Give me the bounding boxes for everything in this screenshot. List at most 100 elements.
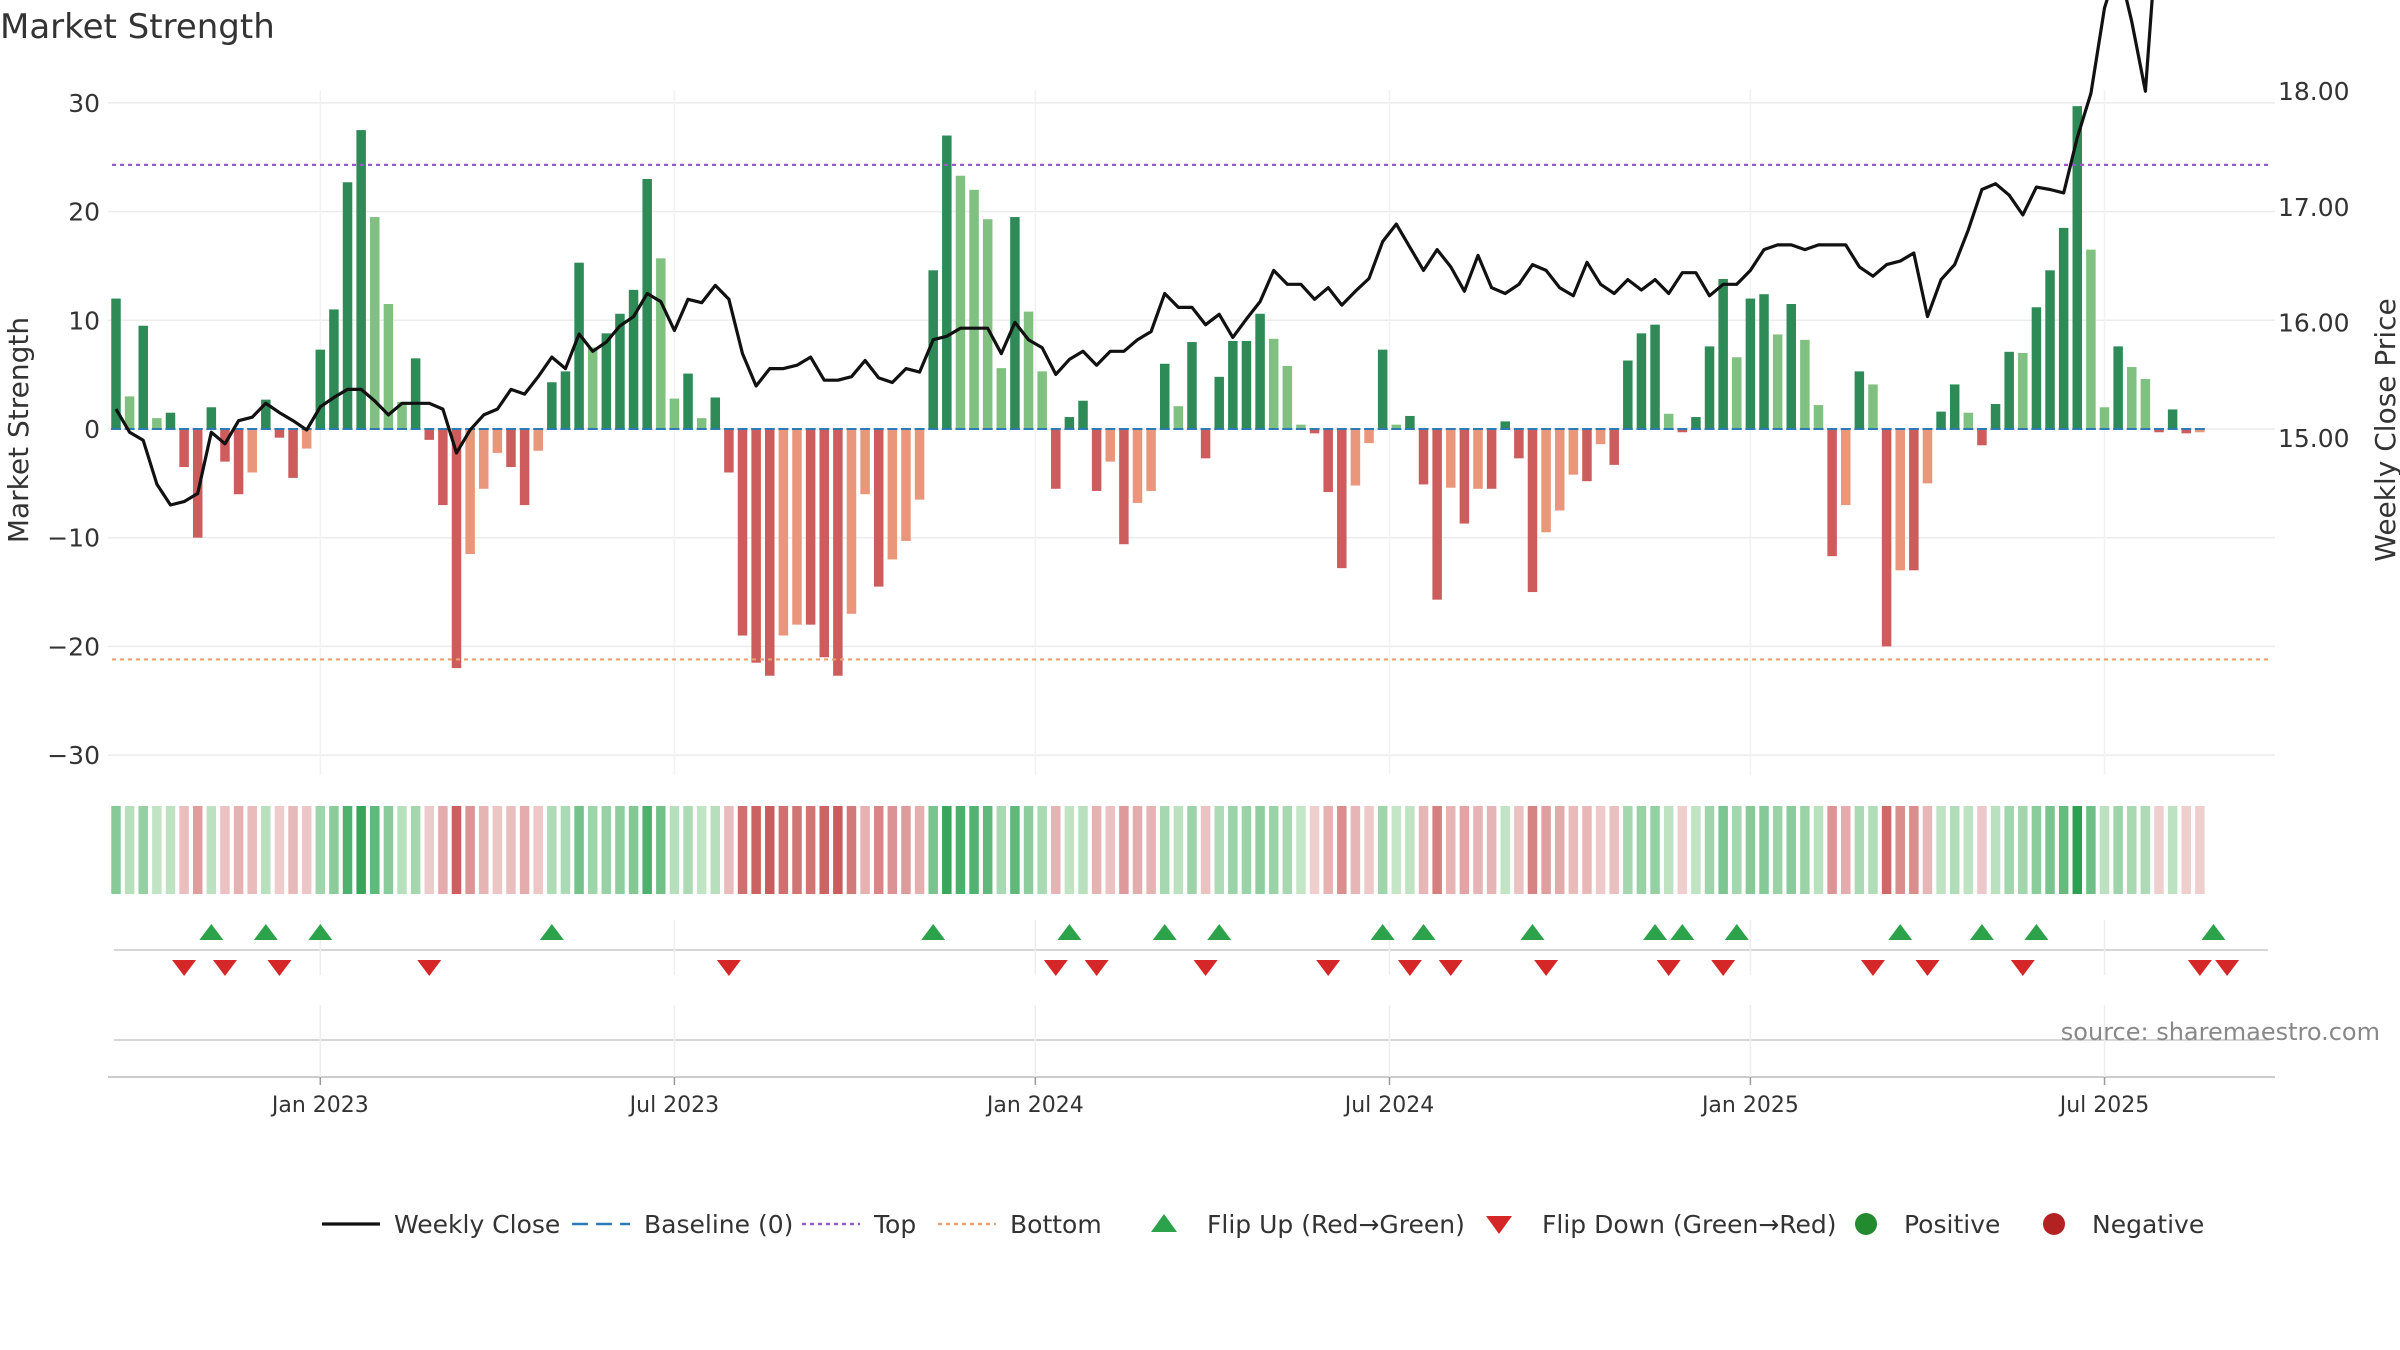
- strength-bar: [383, 303, 394, 429]
- flip-down-marker: [1316, 960, 1341, 976]
- strength-bar: [1541, 429, 1551, 533]
- strength-bar: [1105, 429, 1116, 462]
- strength-bar: [1023, 311, 1034, 429]
- heat-cell: [1745, 806, 1756, 894]
- strength-bar: [410, 358, 421, 429]
- legend-label: Baseline (0): [644, 1210, 793, 1239]
- strength-bar: [1827, 429, 1837, 557]
- heat-cell: [1364, 806, 1374, 894]
- left-tick-label: 20: [68, 198, 100, 227]
- heat-cell: [1732, 806, 1742, 894]
- heat-cell: [1051, 806, 1061, 894]
- strength-bar: [1241, 340, 1252, 429]
- heat-cell: [233, 806, 244, 894]
- flip-up-marker: [199, 924, 224, 940]
- strength-bar: [342, 182, 353, 429]
- heat-cell: [1868, 806, 1878, 894]
- legend-label: Flip Down (Green→Red): [1542, 1210, 1837, 1239]
- heat-cell: [2140, 806, 2151, 894]
- heat-cell: [792, 806, 802, 894]
- strength-bar: [1677, 429, 1688, 433]
- strength-bar: [765, 429, 775, 676]
- heat-cell: [574, 806, 584, 894]
- heat-cell: [1200, 806, 1211, 894]
- strength-bar: [1623, 360, 1633, 429]
- left-y-axis: 30 20 10 0 −10 −20 −30: [47, 89, 100, 770]
- strength-bar: [138, 325, 148, 429]
- heat-cell: [1827, 806, 1837, 894]
- strength-bar: [1772, 334, 1783, 429]
- left-tick-label: 10: [68, 306, 100, 335]
- weekly-close-line: [114, 0, 2154, 507]
- flip-down-marker: [1084, 960, 1109, 976]
- heat-cell: [1527, 806, 1538, 894]
- flip-down-marker: [1656, 960, 1681, 976]
- heat-cell: [1500, 806, 1510, 894]
- heat-cell: [669, 806, 680, 894]
- strength-bar: [1296, 424, 1306, 429]
- heat-cell: [1459, 806, 1470, 894]
- strength-bar: [982, 219, 993, 429]
- strength-bar: [2072, 106, 2083, 429]
- strength-bar: [696, 418, 707, 429]
- flip-down-marker: [716, 960, 741, 976]
- flip-up-marker: [1724, 924, 1749, 940]
- flip-up-marker: [1520, 924, 1545, 940]
- strength-bar: [628, 289, 639, 429]
- heat-cell: [1541, 806, 1551, 894]
- flip-up-marker: [539, 924, 564, 940]
- heat-cell: [2154, 806, 2164, 894]
- strength-bar: [2058, 227, 2069, 429]
- strength-bar: [1704, 346, 1715, 429]
- strength-bar: [914, 429, 925, 500]
- heat-cell: [1854, 806, 1865, 894]
- legend-item: Weekly Close: [322, 1210, 560, 1239]
- strength-bar: [1786, 303, 1797, 429]
- strength-bar: [315, 349, 326, 429]
- legend-item: Top: [802, 1210, 916, 1239]
- flip-up-marker: [2201, 924, 2226, 940]
- strength-bar: [1255, 313, 1265, 429]
- strength-bar: [2181, 429, 2191, 434]
- flip-up-marker: [1057, 924, 1082, 940]
- strength-bar: [942, 135, 952, 429]
- heat-cell: [587, 806, 598, 894]
- heat-cell: [410, 806, 421, 894]
- strength-bar: [560, 371, 571, 429]
- heat-cell: [1909, 806, 1919, 894]
- strength-bar: [2195, 429, 2205, 433]
- strength-bar: [1881, 429, 1892, 647]
- heat-cell: [438, 806, 448, 894]
- left-tick-label: −30: [47, 741, 100, 770]
- heat-cell: [1023, 806, 1034, 894]
- flip-up-marker: [1643, 924, 1668, 940]
- strength-bar: [233, 429, 244, 495]
- heat-cell: [737, 806, 748, 894]
- heat-cell: [560, 806, 571, 894]
- heat-cell: [1772, 806, 1783, 894]
- strength-heat-strip: [111, 806, 2205, 894]
- heat-cell: [1091, 806, 1102, 894]
- heat-cell: [1078, 806, 1088, 894]
- heat-cell: [261, 806, 271, 894]
- heat-cell: [914, 806, 925, 894]
- legend-swatch-flip-up: [1151, 1214, 1177, 1232]
- flip-down-marker: [172, 960, 197, 976]
- heat-cell: [942, 806, 952, 894]
- strength-bar: [1228, 340, 1238, 429]
- heat-cell: [179, 806, 189, 894]
- heat-cell: [2195, 806, 2205, 894]
- strength-bar: [1473, 429, 1483, 489]
- heat-cell: [1037, 806, 1047, 894]
- heat-cell: [2181, 806, 2191, 894]
- heat-cell: [1922, 806, 1933, 894]
- strength-bar: [1432, 429, 1442, 600]
- heat-cell: [615, 806, 625, 894]
- heat-cell: [928, 806, 938, 894]
- strength-bar: [1732, 357, 1742, 429]
- heat-cell: [710, 806, 721, 894]
- heat-cell: [1446, 806, 1456, 894]
- strength-bar: [1337, 429, 1347, 569]
